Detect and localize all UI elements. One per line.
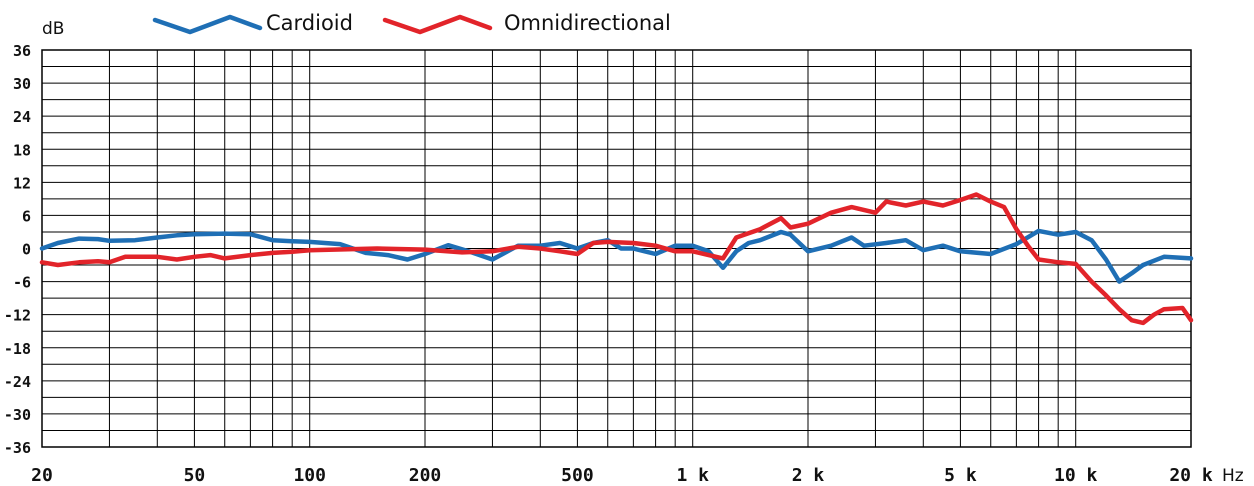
y-tick-label: 6 bbox=[22, 207, 31, 225]
series-lines bbox=[39, 192, 1194, 326]
y-axis-label: dB bbox=[42, 19, 64, 39]
legend-label-omnidirectional: Omnidirectional bbox=[504, 11, 671, 35]
legend-swatch-omnidirectional bbox=[382, 14, 493, 35]
y-tick-label: 12 bbox=[13, 174, 31, 192]
series-line-cardioid bbox=[39, 228, 1194, 284]
y-tick-label: -24 bbox=[4, 373, 31, 391]
y-axis-tick-labels: 36 30 24 18 12 6 0 -6 -12 -18 -24 -30 -36 bbox=[4, 42, 31, 457]
legend: Cardioid Omnidirectional bbox=[152, 11, 671, 35]
x-tick-label: 20 k bbox=[1169, 465, 1213, 486]
x-tick-label: 1 k bbox=[676, 465, 709, 486]
y-tick-label: -18 bbox=[4, 340, 31, 358]
y-tick-label: 0 bbox=[22, 241, 31, 259]
y-tick-label: -36 bbox=[4, 439, 31, 457]
series-line-omnidirectional bbox=[39, 192, 1194, 326]
x-tick-label: 200 bbox=[409, 465, 442, 486]
legend-swatch-cardioid bbox=[152, 14, 263, 35]
x-axis-tick-labels: 20 50 100 200 500 1 k 2 k 5 k 10 k 20 k bbox=[31, 465, 1213, 486]
y-tick-label: -6 bbox=[13, 274, 31, 292]
x-tick-label: 2 k bbox=[792, 465, 825, 486]
y-tick-label: 24 bbox=[13, 108, 31, 126]
y-tick-label: 18 bbox=[13, 141, 31, 159]
x-tick-label: 5 k bbox=[944, 465, 977, 486]
y-tick-label: -30 bbox=[4, 406, 31, 424]
x-tick-label: 500 bbox=[561, 465, 594, 486]
x-tick-label: 10 k bbox=[1054, 465, 1098, 486]
y-tick-label: 30 bbox=[13, 75, 31, 93]
x-tick-label: 100 bbox=[293, 465, 326, 486]
horizontal-gridlines bbox=[42, 49, 1191, 448]
x-tick-label: 50 bbox=[184, 465, 206, 486]
legend-label-cardioid: Cardioid bbox=[266, 11, 353, 35]
x-tick-label: 20 bbox=[31, 465, 53, 486]
y-tick-label: 36 bbox=[13, 42, 31, 60]
x-axis-unit: Hz bbox=[1222, 466, 1244, 486]
y-tick-label: -12 bbox=[4, 307, 31, 325]
